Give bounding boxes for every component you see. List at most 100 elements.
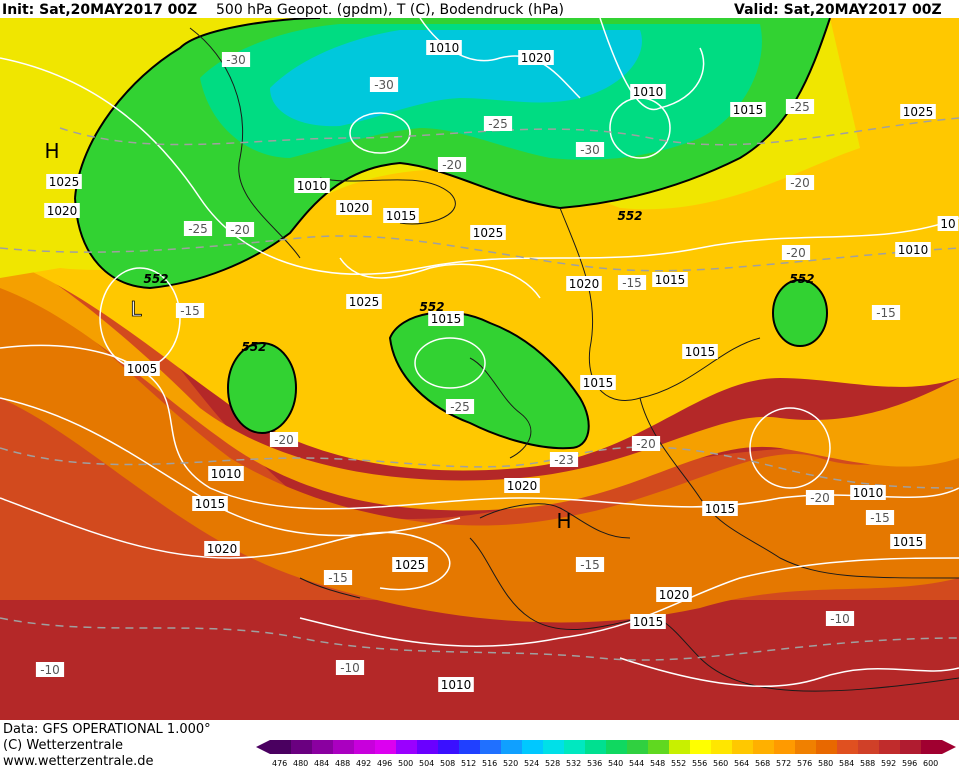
data-source: Data: GFS OPERATIONAL 1.000°	[3, 722, 211, 737]
scale-swatch	[627, 740, 648, 754]
scale-swatch	[375, 740, 396, 754]
coastlines	[189, 27, 959, 692]
temperature-label: -20	[631, 436, 661, 451]
scale-tick-label: 508	[440, 759, 455, 768]
scale-tick-label: 500	[398, 759, 413, 768]
field-orange	[0, 248, 959, 511]
scale-swatch	[669, 740, 690, 754]
pressure-label: 1020	[656, 587, 692, 602]
scale-swatch	[690, 740, 711, 754]
pressure-label: 1015	[383, 208, 419, 223]
geopotential-label: 552	[419, 300, 444, 314]
scale-tick-label: 588	[860, 759, 875, 768]
temperature-label: -25	[785, 99, 815, 114]
pressure-label: 1010	[208, 466, 244, 481]
scale-swatch	[774, 740, 795, 754]
field-green-east	[773, 280, 827, 346]
scale-tick-label: 488	[335, 759, 350, 768]
pressure-value: 1020	[207, 542, 238, 556]
scale-tick-label: 552	[671, 759, 686, 768]
temperature-label: -25	[483, 116, 513, 131]
pressure-value: 1015	[893, 535, 924, 549]
weather-map: 1010 1020 1010 1015 1025 1025 1020 1010 1020 1015…	[0, 18, 959, 720]
scale-swatch	[753, 740, 774, 754]
scale-tick-label: 592	[881, 759, 896, 768]
pressure-label: 1025	[470, 225, 506, 240]
pressure-value: 1020	[339, 201, 370, 215]
pressure-label: 1025	[46, 174, 82, 189]
pressure-label: 1015	[192, 496, 228, 511]
contour-552-atlantic	[227, 342, 297, 434]
temperature-value: -25	[790, 100, 810, 114]
scale-swatch	[417, 740, 438, 754]
pressure-value: 1015	[431, 312, 462, 326]
scale-swatch	[480, 740, 501, 754]
pressure-value: 1025	[903, 105, 934, 119]
temperature-value: -20	[274, 433, 294, 447]
scale-swatch	[522, 740, 543, 754]
temperature-label: -15	[617, 275, 647, 290]
scale-tick-label: 560	[713, 759, 728, 768]
pressure-label: 1010	[294, 178, 330, 193]
pressure-label: 1010	[895, 242, 931, 257]
pressure-value: 1025	[49, 175, 80, 189]
scale-swatch	[354, 740, 375, 754]
pressure-label: 10	[937, 216, 959, 231]
scale-tick-label: 536	[587, 759, 602, 768]
scale-swatch	[837, 740, 858, 754]
temperature-value: -20	[786, 246, 806, 260]
temperature-label: -15	[575, 557, 605, 572]
temperature-value: -15	[622, 276, 642, 290]
pressure-value: 1025	[395, 558, 426, 572]
scale-tick-label: 516	[482, 759, 497, 768]
geopotential-label: 552	[789, 272, 814, 286]
pressure-label: 1015	[652, 272, 688, 287]
temperature-value: -20	[636, 437, 656, 451]
scale-swatch	[459, 740, 480, 754]
scale-tick-label: 484	[314, 759, 329, 768]
scale-tick-label: 480	[293, 759, 308, 768]
pressure-value: 1015	[633, 615, 664, 629]
pressure-label: 1015	[890, 534, 926, 549]
temperature-value: -20	[230, 223, 250, 237]
pressure-value: 1015	[195, 497, 226, 511]
scale-swatch	[900, 740, 921, 754]
init-time: Init: Sat,20MAY2017 00Z	[2, 2, 198, 18]
map-labels: 1010 1020 1010 1015 1025 1025 1020 1010 1020 1015…	[35, 40, 959, 692]
pressure-value: 1010	[211, 467, 242, 481]
temperature-value: -20	[790, 176, 810, 190]
scale-swatch	[270, 740, 291, 754]
pressure-value: 1015	[583, 376, 614, 390]
pressure-label: 1010	[630, 84, 666, 99]
pressure-value: 1020	[659, 588, 690, 602]
color-scale-legend: 476 480 484 488 492 496 500 504 508 512 516 520 524 5…	[256, 740, 956, 768]
temperature-label: -30	[221, 52, 251, 67]
pressure-value: 1020	[47, 204, 78, 218]
pressure-label: 1020	[336, 200, 372, 215]
scale-swatch	[606, 740, 627, 754]
temperature-label: -15	[865, 510, 895, 525]
temperature-label: -10	[335, 660, 365, 675]
high-pressure-marker: H	[556, 509, 571, 533]
pressure-label: 1025	[900, 104, 936, 119]
temperature-value: -10	[340, 661, 360, 675]
pressure-label: 1020	[518, 50, 554, 65]
pressure-value: 1020	[507, 479, 538, 493]
scale-swatch	[921, 740, 942, 754]
temperature-label: -20	[785, 175, 815, 190]
temperature-label: -25	[445, 399, 475, 414]
website: www.wetterzentrale.de	[3, 754, 154, 769]
scale-arrow-left	[256, 740, 270, 754]
temperature-value: -10	[830, 612, 850, 626]
geopotential-label: 552	[143, 272, 168, 286]
scale-tick-label: 476	[272, 759, 287, 768]
temperature-label: -15	[323, 570, 353, 585]
scale-tick-label: 556	[692, 759, 707, 768]
scale-tick-label: 564	[734, 759, 749, 768]
pressure-value: 1010	[441, 678, 472, 692]
chart-footer: Data: GFS OPERATIONAL 1.000° (C) Wetterz…	[0, 722, 959, 770]
low-pressure-marker: L	[130, 297, 142, 321]
temperature-label: -10	[825, 611, 855, 626]
temperature-value: -30	[374, 78, 394, 92]
temperature-label: -25	[183, 221, 213, 236]
